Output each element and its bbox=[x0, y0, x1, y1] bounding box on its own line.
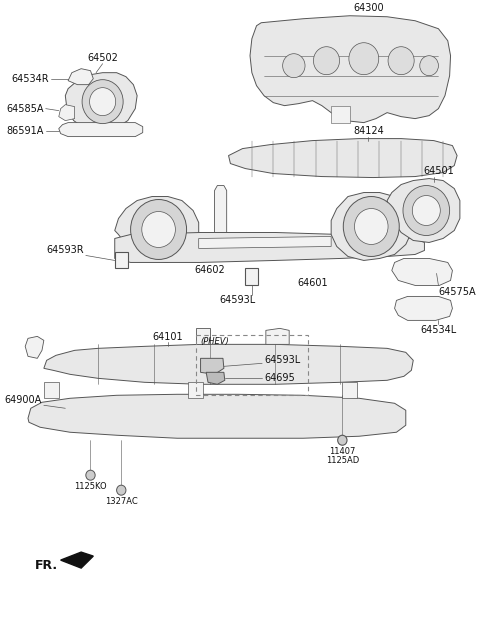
Circle shape bbox=[388, 47, 414, 74]
Text: 64585A: 64585A bbox=[6, 104, 44, 113]
Polygon shape bbox=[199, 237, 331, 249]
Polygon shape bbox=[60, 552, 93, 568]
Text: 1125KO: 1125KO bbox=[74, 482, 107, 491]
Text: 11407: 11407 bbox=[329, 447, 356, 456]
Text: 64575A: 64575A bbox=[438, 287, 476, 297]
Text: 64593L: 64593L bbox=[220, 296, 256, 305]
Polygon shape bbox=[392, 258, 453, 285]
Circle shape bbox=[313, 47, 339, 74]
Text: 64534R: 64534R bbox=[12, 74, 49, 84]
Polygon shape bbox=[44, 382, 59, 398]
Bar bbox=[196, 335, 308, 395]
Polygon shape bbox=[387, 179, 460, 242]
Polygon shape bbox=[59, 104, 74, 121]
Text: 64300: 64300 bbox=[353, 3, 384, 13]
Polygon shape bbox=[115, 197, 199, 262]
Polygon shape bbox=[25, 337, 44, 358]
Polygon shape bbox=[196, 328, 210, 344]
Polygon shape bbox=[245, 269, 258, 285]
Circle shape bbox=[343, 197, 399, 256]
Polygon shape bbox=[215, 185, 227, 246]
Polygon shape bbox=[266, 328, 289, 344]
Text: 64502: 64502 bbox=[87, 53, 118, 63]
Circle shape bbox=[90, 88, 116, 115]
Polygon shape bbox=[68, 69, 93, 85]
Polygon shape bbox=[201, 358, 224, 374]
Polygon shape bbox=[44, 344, 413, 385]
Polygon shape bbox=[59, 122, 143, 137]
Text: 84124: 84124 bbox=[353, 126, 384, 136]
Text: 64695: 64695 bbox=[264, 373, 295, 383]
Text: 64101: 64101 bbox=[153, 332, 183, 342]
Circle shape bbox=[142, 212, 175, 247]
Text: 1327AC: 1327AC bbox=[105, 497, 138, 506]
Circle shape bbox=[86, 470, 95, 480]
Text: 64602: 64602 bbox=[194, 265, 225, 276]
Polygon shape bbox=[250, 16, 451, 122]
Text: 64900A: 64900A bbox=[5, 395, 42, 405]
Text: FR.: FR. bbox=[35, 558, 58, 572]
Circle shape bbox=[354, 208, 388, 244]
Polygon shape bbox=[189, 382, 204, 398]
Circle shape bbox=[403, 185, 450, 235]
Polygon shape bbox=[115, 233, 424, 262]
Polygon shape bbox=[206, 372, 225, 385]
Circle shape bbox=[349, 43, 379, 74]
Polygon shape bbox=[65, 72, 137, 131]
Text: 64501: 64501 bbox=[423, 165, 454, 176]
Polygon shape bbox=[342, 382, 357, 398]
Polygon shape bbox=[331, 192, 411, 260]
Circle shape bbox=[283, 54, 305, 78]
Text: (PHEV): (PHEV) bbox=[201, 337, 229, 346]
Text: 64534L: 64534L bbox=[420, 326, 456, 335]
Circle shape bbox=[338, 435, 347, 445]
Circle shape bbox=[131, 199, 187, 260]
Polygon shape bbox=[228, 138, 457, 178]
Text: 1125AD: 1125AD bbox=[326, 456, 359, 465]
Text: 64593L: 64593L bbox=[264, 355, 300, 365]
Polygon shape bbox=[115, 253, 128, 269]
Circle shape bbox=[82, 79, 123, 124]
Text: 86591A: 86591A bbox=[6, 126, 44, 136]
Polygon shape bbox=[395, 296, 453, 320]
Circle shape bbox=[412, 196, 440, 226]
Circle shape bbox=[420, 56, 438, 76]
Text: 64601: 64601 bbox=[297, 278, 328, 288]
Circle shape bbox=[117, 485, 126, 495]
Text: 64593R: 64593R bbox=[47, 246, 84, 256]
Polygon shape bbox=[331, 106, 350, 122]
Polygon shape bbox=[28, 394, 406, 438]
